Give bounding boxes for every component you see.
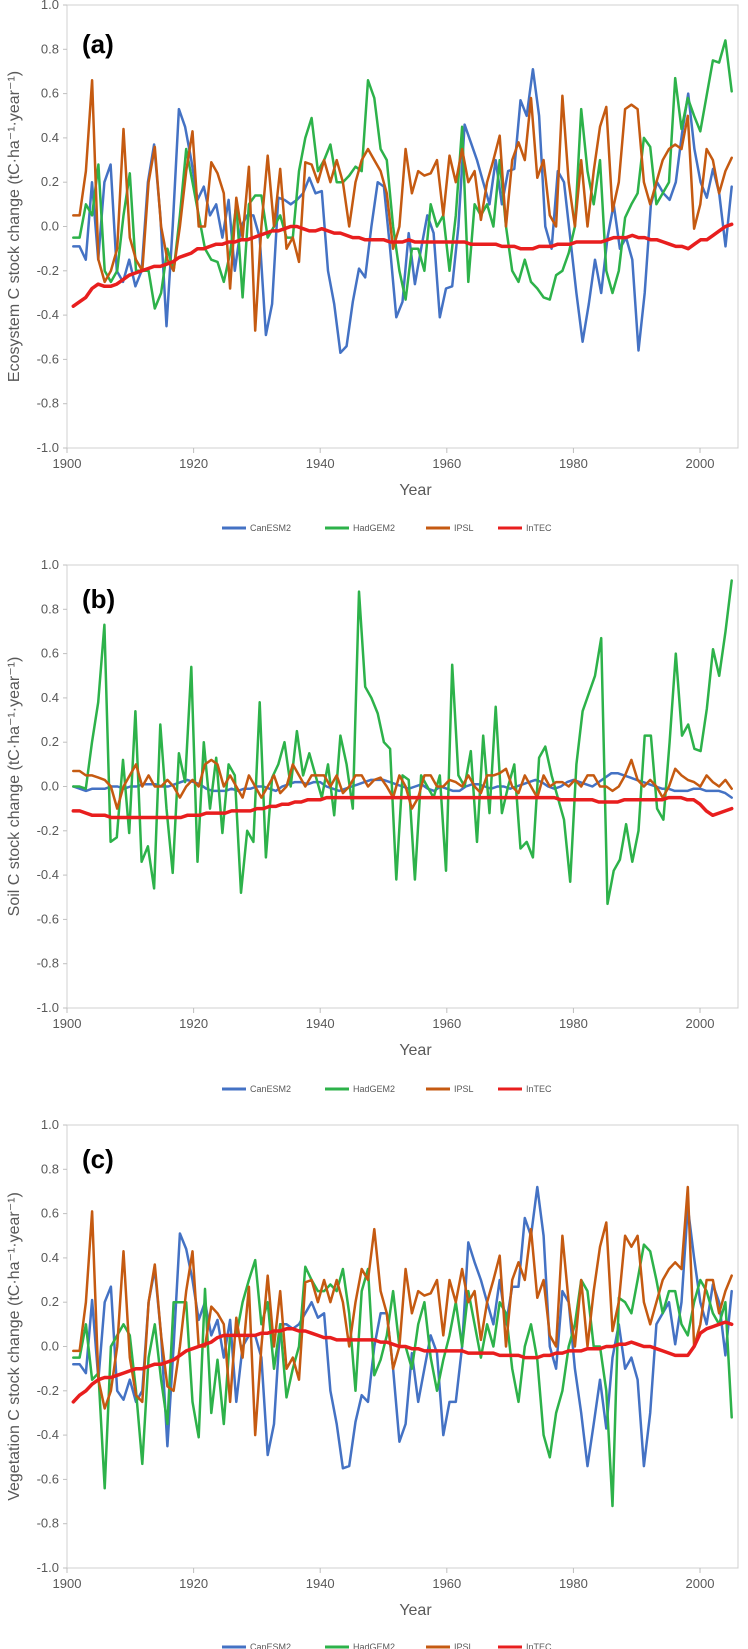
x-tick-label: 2000 [686,1576,715,1591]
x-tick-label: 1980 [559,456,588,471]
y-tick-label: 0.4 [41,1250,59,1265]
y-tick-label: 0.2 [41,174,59,189]
y-tick-label: -0.6 [37,911,59,926]
legend-label-ipsl: IPSL [454,1084,474,1094]
legend-label-intec: InTEC [526,523,552,533]
series-line-hadgem2 [72,39,733,310]
legend-label-hadgem2: HadGEM2 [353,1084,395,1094]
y-tick-label: -1.0 [37,1000,59,1015]
y-tick-label: 0.2 [41,734,59,749]
y-tick-label: -0.6 [37,1471,59,1486]
x-tick-label: 1920 [179,456,208,471]
y-tick-label: -0.2 [37,1383,59,1398]
x-tick-label: 1900 [53,456,82,471]
y-tick-label: -0.4 [37,307,59,322]
legend-label-canesm2: CanESM2 [250,1642,291,1649]
chart-panel-1: -1.0 -0.8 -0.6 -0.4 -0.2 0.0 0.2 0.4 0.6 0.8 1.0 19… [6,0,739,533]
y-tick-label: 1.0 [41,1117,59,1132]
y-tick-label: -0.4 [37,1427,59,1442]
y-tick-label: -0.6 [37,351,59,366]
series-line-intec [71,795,734,820]
x-axis-title: Year [399,482,432,499]
series-line-intec [71,222,734,308]
y-tick-label: -1.0 [37,1560,59,1575]
chart-panel-2: -1.0 -0.8 -0.6 -0.4 -0.2 0.0 0.2 0.4 0.6 0.8 1.0 19… [6,557,739,1094]
legend-label-canesm2: CanESM2 [250,1084,291,1094]
y-tick-label: -0.2 [37,823,59,838]
y-tick-label: -0.8 [37,1516,59,1531]
y-tick-label: -0.4 [37,867,59,882]
chart-panel-3: -1.0 -0.8 -0.6 -0.4 -0.2 0.0 0.2 0.4 0.6 0.8 1.0 19… [6,1117,739,1649]
y-tick-label: 0.4 [41,130,59,145]
series-line-ipsl [72,1185,733,1437]
y-tick-label: 0.8 [41,601,59,616]
x-axis-title: Year [399,1602,432,1619]
series-line-canesm2 [72,1185,733,1470]
x-tick-label: 2000 [686,1016,715,1031]
y-tick-label: -0.2 [37,263,59,278]
legend-label-ipsl: IPSL [454,1642,474,1649]
y-tick-label: 0.4 [41,690,59,705]
y-tick-label: 1.0 [41,0,59,12]
x-tick-label: 1940 [306,456,335,471]
y-tick-label: -0.8 [37,956,59,971]
legend-label-intec: InTEC [526,1642,552,1649]
panel-label: (c) [82,1144,114,1174]
x-tick-label: 1900 [53,1016,82,1031]
x-tick-label: 1960 [432,456,461,471]
legend: CanESM2 HadGEM2 IPSL InTEC [222,1084,552,1094]
x-tick-label: 1960 [432,1016,461,1031]
y-tick-label: -1.0 [37,440,59,455]
x-tick-label: 1920 [179,1576,208,1591]
x-tick-label: 1940 [306,1016,335,1031]
y-tick-label: 0.8 [41,41,59,56]
y-axis-title: Ecosystem C stock change (tC·ha⁻¹·year⁻¹… [6,71,23,382]
y-tick-label: 1.0 [41,557,59,572]
x-tick-label: 1980 [559,1576,588,1591]
y-axis-title: Soil C stock change (tC·ha⁻¹·year⁻¹) [6,657,23,917]
y-tick-label: 0.0 [41,219,59,234]
x-tick-label: 1940 [306,1576,335,1591]
plot-area [66,4,739,449]
y-tick-label: -0.8 [37,396,59,411]
legend-label-ipsl: IPSL [454,523,474,533]
x-axis-title: Year [399,1042,432,1059]
y-tick-label: 0.6 [41,86,59,101]
y-tick-label: 0.6 [41,646,59,661]
legend-label-hadgem2: HadGEM2 [353,1642,395,1649]
y-tick-label: 0.6 [41,1206,59,1221]
legend-label-intec: InTEC [526,1084,552,1094]
series-line-ipsl [72,79,733,332]
legend-label-canesm2: CanESM2 [250,523,291,533]
series-line-canesm2 [72,67,733,355]
y-tick-label: 0.8 [41,1161,59,1176]
x-tick-label: 1920 [179,1016,208,1031]
panel-label: (a) [82,29,114,59]
x-tick-label: 2000 [686,456,715,471]
series-line-ipsl [72,758,733,810]
y-axis-title: Vegetation C stock change (tC·ha⁻¹·year⁻… [6,1192,23,1501]
y-tick-label: 0.0 [41,779,59,794]
y-tick-label: 0.0 [41,1339,59,1354]
legend: CanESM2 HadGEM2 IPSL InTEC [222,1642,552,1649]
legend-label-hadgem2: HadGEM2 [353,523,395,533]
x-tick-label: 1900 [53,1576,82,1591]
legend: CanESM2 HadGEM2 IPSL InTEC [222,523,552,533]
panel-label: (b) [82,584,115,614]
x-tick-label: 1980 [559,1016,588,1031]
series-line-hadgem2 [72,579,733,906]
series-line-intec [71,1320,734,1404]
x-tick-label: 1960 [432,1576,461,1591]
y-tick-label: 0.2 [41,1294,59,1309]
